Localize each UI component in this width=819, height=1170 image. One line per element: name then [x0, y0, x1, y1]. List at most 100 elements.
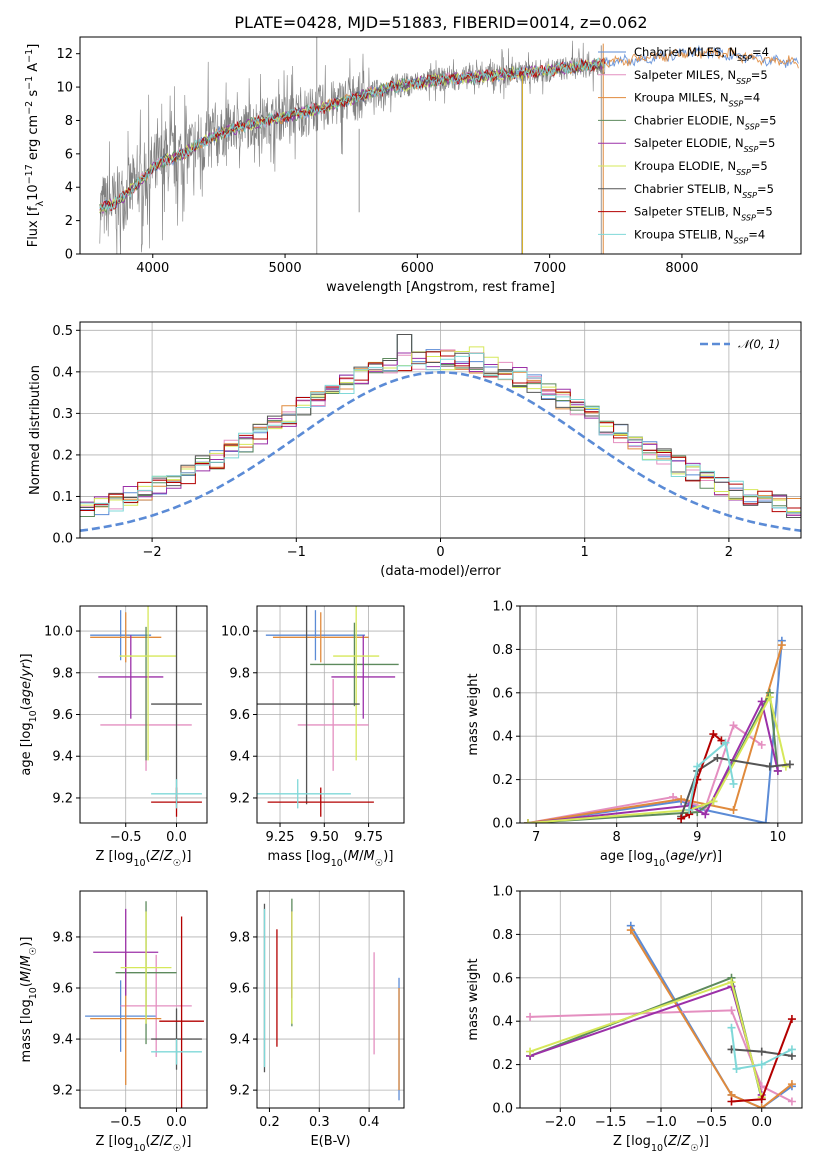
x-tick-label: −2.0 [544, 1115, 576, 1130]
mass-vs-EBV-marks [263, 898, 400, 1101]
x-axis-label-part: 10 [651, 1143, 663, 1154]
x-axis-label-part: / [677, 1134, 682, 1149]
x-tick-label: 9.75 [354, 830, 383, 845]
y-tick-label: 9.2 [52, 1084, 73, 1099]
y-axis-label-part: ( [19, 705, 34, 710]
spectrum-marks [99, 37, 799, 254]
x-tick-label: 6000 [401, 261, 434, 276]
y-tick-label: 9.4 [229, 750, 250, 765]
x-axis-label-part: ☉ [173, 858, 182, 869]
y-tick-label: 0.4 [492, 730, 513, 745]
weight-marker [727, 1006, 736, 1015]
x-axis-label-part: Z [log [96, 1134, 134, 1149]
y-tick-label: 9.2 [229, 791, 250, 806]
x-tick-label: 7 [532, 830, 540, 845]
axes-frame [256, 890, 405, 1109]
x-tick-label: 9.25 [266, 830, 295, 845]
x-tick-label: 0 [436, 545, 444, 560]
legend-entry: Salpeter MILES, NSSP=5 [634, 68, 768, 86]
residual-histogram-marks [80, 333, 801, 532]
y-axis-label-part: 10 [26, 184, 41, 201]
hist-step [80, 351, 801, 513]
y-axis-label-part: 10 [28, 710, 39, 722]
y-tick-label: 9.2 [229, 1084, 250, 1099]
model-line [99, 57, 606, 212]
x-axis-label-part: ( [146, 1134, 151, 1149]
y-axis-label-part: M [19, 955, 34, 966]
spectrum-panel: 4000 5000 6000 7000 8000 0 2 4 6 8 10 12 Chabrier MI… [24, 36, 802, 295]
y-tick-label: 9.6 [52, 708, 73, 723]
y-axis-label-part: )] [19, 937, 34, 947]
legend-label: Salpeter MILES, N [634, 68, 736, 82]
x-axis-label-part: ( [665, 849, 670, 864]
x-axis-label-part: Z [163, 1134, 174, 1149]
y-axis-label-part: ( [19, 982, 34, 987]
y-tick-label: 6 [65, 147, 73, 162]
x-axis-label-part: )] [181, 1134, 191, 1149]
mass-weight-vs-Z-panel: −2.0 −1.5 −1.0 −0.5 0.0 0.0 0.2 0.4 0.6 0.8 1.0 Z [… [466, 885, 803, 1154]
x-axis-label-part: )] [712, 849, 722, 864]
legend-entry: Salpeter STELIB, NSSP=5 [634, 205, 773, 223]
residual-histogram-panel: −2 −1 0 1 2 0.0 0.1 0.2 0.3 0.4 0.5 𝒩(0, 1) (data-mo… [28, 321, 802, 579]
weight-marker [729, 805, 738, 814]
x-axis-label-part: age [670, 849, 694, 864]
y-tick-label: 12 [56, 47, 73, 62]
legend-entry: Chabrier STELIB, NSSP=5 [634, 182, 774, 200]
y-axis-label: mass weight [466, 673, 481, 755]
legend-sub: SSP [741, 213, 756, 222]
x-axis-label-part: (data-model)/error [380, 564, 501, 579]
x-axis-label-part: 10 [331, 858, 343, 869]
y-tick-label: 0.0 [52, 532, 73, 547]
weight-line [529, 980, 763, 1098]
y-axis-label-part: / [19, 676, 34, 681]
x-axis-label-part: ( [146, 849, 151, 864]
weight-marker [713, 753, 722, 762]
x-axis-label-part: Z [150, 849, 161, 864]
x-tick-label: 0.0 [166, 830, 187, 845]
weight-marker [727, 1023, 736, 1032]
y-axis-label-part: mass weight [466, 673, 481, 755]
weight-marker [526, 1012, 535, 1021]
x-tick-label: 9 [693, 830, 701, 845]
x-tick-label: −0.5 [110, 830, 142, 845]
weight-marker [729, 779, 738, 788]
mass-weight-vs-age-marks [524, 636, 794, 823]
legend-sub: SSP [736, 76, 751, 85]
x-axis-label-part: Z [667, 1134, 678, 1149]
y-axis-label-part: ☉ [28, 947, 39, 956]
x-axis-label: Z [log10(Z/Z☉)] [96, 1134, 192, 1154]
weight-marker [787, 1097, 796, 1106]
y-tick-label: 0.2 [492, 1058, 513, 1073]
age-vs-Z-marks [90, 606, 202, 817]
x-axis-label-part: M [364, 849, 375, 864]
weight-marker [757, 1060, 766, 1069]
figure-title: PLATE=0428, MJD=51883, FIBERID=0014, z=0… [234, 13, 647, 32]
weight-marker [677, 814, 686, 823]
weight-marker [773, 766, 782, 775]
x-axis-label-part: / [359, 849, 364, 864]
legend-tail: =5 [758, 136, 775, 150]
x-tick-label: −0.5 [110, 1115, 142, 1130]
y-axis-label: Normed distribution [28, 365, 43, 495]
weight-line [629, 929, 793, 1108]
y-tick-label: 9.4 [52, 1033, 73, 1048]
legend-entry: Salpeter ELODIE, NSSP=5 [634, 136, 775, 154]
x-tick-label: 2 [725, 545, 733, 560]
y-tick-label: 9.8 [52, 930, 73, 945]
x-tick-label: 0.0 [751, 1115, 772, 1130]
weight-line [527, 644, 783, 823]
x-axis-label-part: M [348, 849, 359, 864]
x-axis-label-part: wavelength [Angstrom, rest frame] [326, 280, 555, 295]
x-axis-label-part: Z [log [613, 1134, 651, 1149]
x-tick-label: −1 [287, 545, 306, 560]
x-axis-label-part: Z [150, 1134, 161, 1149]
x-axis-label-part: 10 [133, 858, 145, 869]
y-tick-label: 0.8 [492, 928, 513, 943]
axes-frame [79, 890, 208, 1109]
y-axis-label-part: λ [35, 200, 46, 206]
x-axis-label-part: 10 [133, 1143, 145, 1154]
weight-marker [727, 978, 736, 987]
y-axis-label-part: −1 [24, 49, 35, 63]
